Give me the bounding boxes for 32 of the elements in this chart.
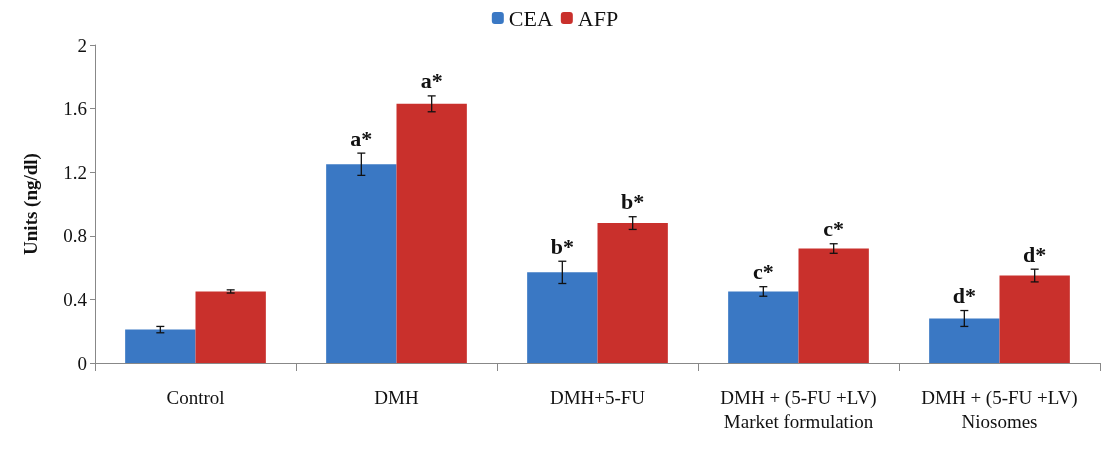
annotation: d* — [952, 283, 976, 309]
annotation: b* — [621, 189, 645, 215]
annotation: a* — [420, 68, 443, 94]
y-tick-label: 0 — [77, 352, 87, 374]
y-tick-label: 0.4 — [63, 288, 88, 310]
bar — [396, 103, 467, 363]
legend-label: AFP — [577, 5, 619, 31]
bar — [326, 164, 397, 363]
annotation: c* — [752, 259, 774, 285]
annotation: a* — [350, 125, 373, 151]
bar — [195, 291, 266, 363]
x-tick-label: DMH + (5-FU +LV) Market formulation — [720, 386, 877, 432]
x-tick-label: Control — [166, 386, 225, 408]
legend-label: CEA — [508, 5, 553, 31]
annotation: b* — [550, 233, 574, 259]
annotation: c* — [823, 216, 845, 242]
x-tick-label: DMH — [374, 386, 419, 408]
y-tick-label: 2 — [77, 34, 87, 56]
bar — [728, 291, 799, 363]
y-tick-label: 1.6 — [63, 98, 87, 120]
bar — [999, 275, 1070, 363]
bar — [527, 272, 598, 363]
annotation: d* — [1023, 241, 1047, 267]
bar — [929, 318, 1000, 363]
bar — [597, 223, 668, 363]
y-tick-label: 1.2 — [63, 161, 87, 183]
y-tick-label: 0.8 — [63, 225, 87, 247]
x-tick-label: DMH+5-FU — [549, 386, 646, 408]
y-axis-title: Units (ng/dl) — [20, 153, 42, 255]
bar — [798, 248, 869, 363]
x-tick-label: DMH + (5-FU +LV) Niosomes — [921, 386, 1078, 432]
bar — [125, 329, 196, 363]
